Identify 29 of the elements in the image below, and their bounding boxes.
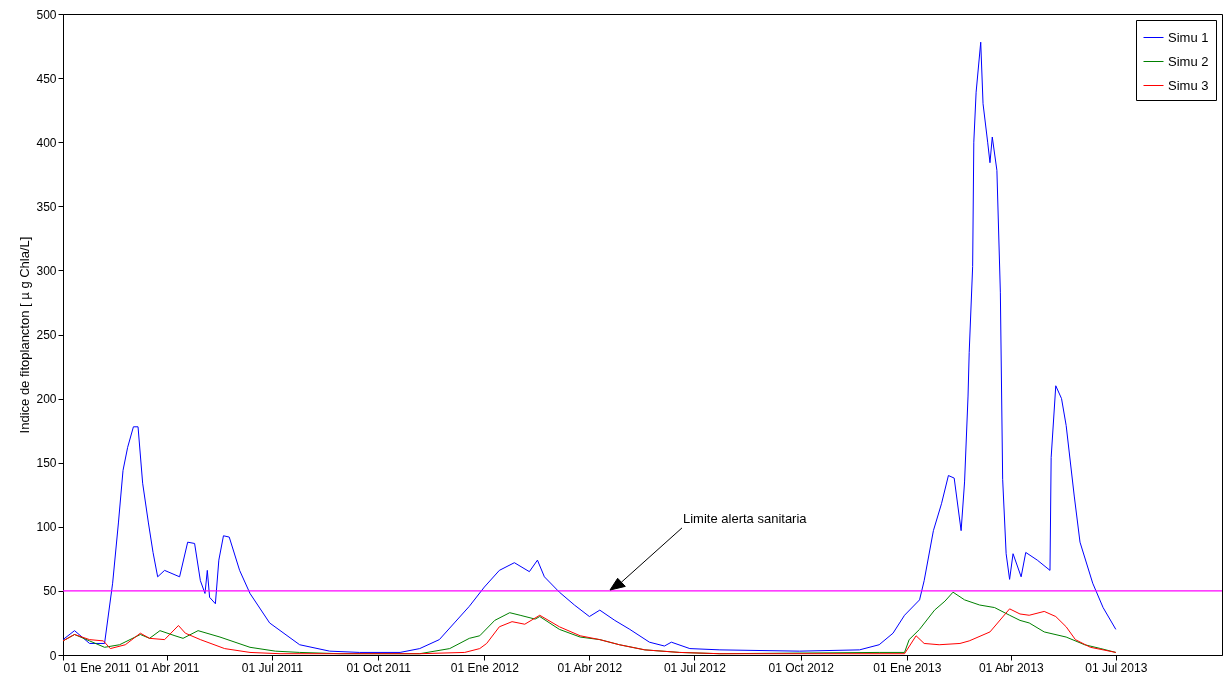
y-tick-label: 400 xyxy=(36,135,57,150)
x-tick-label: 01 Abr 2011 xyxy=(135,660,200,675)
legend-label: Simu 3 xyxy=(1168,77,1209,93)
y-tick-label: 450 xyxy=(36,71,57,86)
x-tick-label: 01 Ene 2012 xyxy=(450,660,520,675)
x-tick-label: 01 Jul 2012 xyxy=(663,660,727,675)
y-tick-label: 250 xyxy=(36,328,57,342)
line-series xyxy=(63,608,1117,655)
x-tick-label: 01 Ene 2011 xyxy=(63,660,131,675)
annotation: Limite alerta sanitaria xyxy=(683,511,808,526)
x-tick-label: 01 Abr 2012 xyxy=(557,660,623,675)
y-axis-title: Indice de fitoplancton [ µ g Chla/L] xyxy=(17,236,33,434)
legend-label: Simu 1 xyxy=(1168,29,1209,45)
x-tick-label: 01 Abr 2013 xyxy=(978,660,1044,675)
y-tick-label: 500 xyxy=(36,7,57,22)
y-tick-label: 350 xyxy=(36,199,57,214)
y-tick-label: 150 xyxy=(36,456,57,471)
y-tick-label: 200 xyxy=(36,392,57,407)
x-tick-label: 01 Oct 2012 xyxy=(768,660,835,675)
y-tick-label: 100 xyxy=(36,520,57,535)
x-tick-label: 01 Ene 2013 xyxy=(873,660,942,675)
x-tick-label: 01 Oct 2011 xyxy=(346,660,412,675)
x-tick-label: 01 Jul 2011 xyxy=(241,660,304,675)
line-series xyxy=(63,41,1117,653)
x-tick-label: 01 Jul 2013 xyxy=(1085,660,1148,675)
y-tick-label: 50 xyxy=(43,584,57,599)
legend-label: Simu 2 xyxy=(1168,53,1209,69)
y-tick-label: 300 xyxy=(36,263,57,278)
y-tick-label: 0 xyxy=(49,648,57,663)
